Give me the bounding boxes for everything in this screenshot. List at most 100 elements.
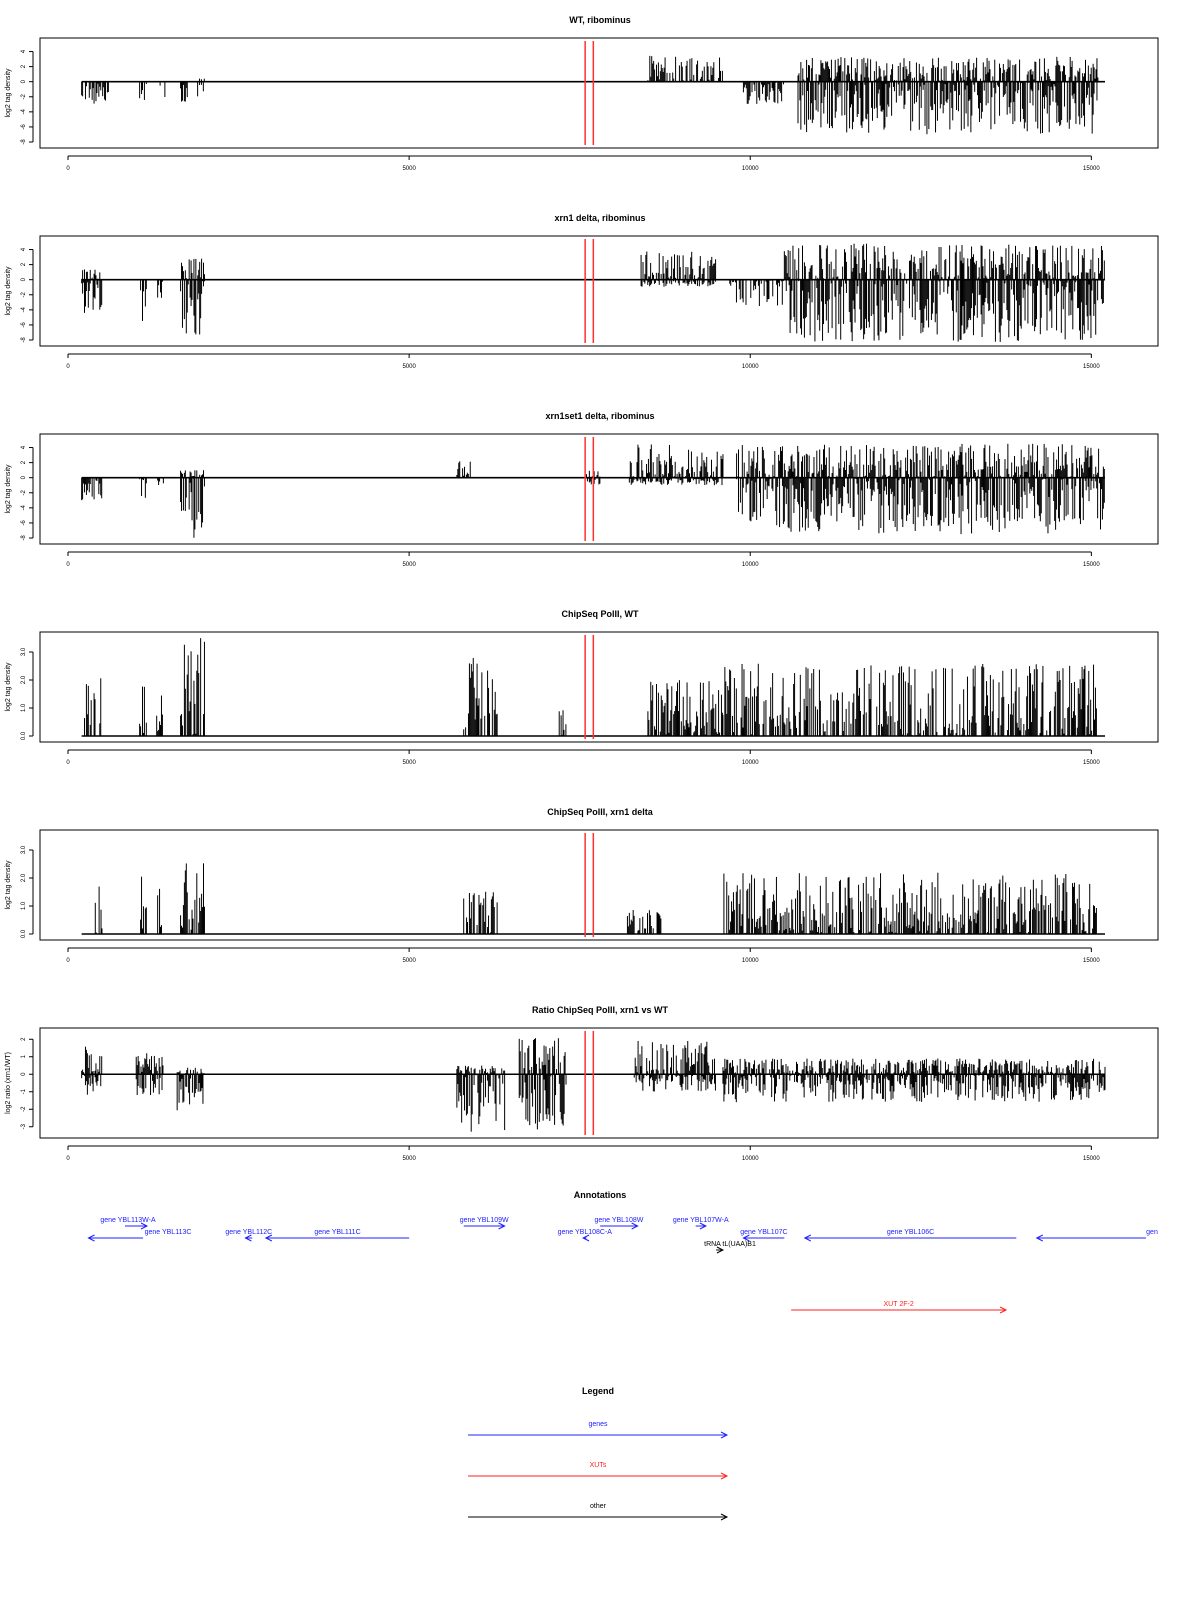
- y-tick-label: 3.0: [21, 845, 27, 854]
- x-tick-label: 5000: [402, 166, 416, 172]
- annotation-feature: gene YBL108W: [594, 1217, 644, 1230]
- x-tick-label: 5000: [402, 562, 416, 568]
- y-tick-label: -2: [21, 489, 27, 495]
- y-tick-label: 2.0: [21, 675, 27, 684]
- annotation-feature: gene YBL107C: [740, 1229, 788, 1242]
- feature-label: gene YBL107W-A: [673, 1217, 729, 1224]
- y-tick-label: 0.0: [21, 929, 27, 938]
- feature-label: gene YBL111C: [314, 1229, 360, 1236]
- arrow-head: [581, 1234, 590, 1242]
- y-tick-label: 4: [21, 445, 27, 449]
- x-tick-label: 15000: [1083, 562, 1100, 568]
- x-tick-label: 10000: [742, 364, 759, 370]
- y-tick-label: 2: [21, 460, 27, 464]
- y-tick-label: -6: [21, 322, 27, 328]
- annotation-feature: XUT 2F-2: [791, 1301, 1008, 1314]
- legend-label: other: [590, 1503, 607, 1510]
- legend: Legend genes XUTs other: [468, 1386, 729, 1521]
- y-tick-label: -2: [21, 291, 27, 297]
- annotations-title: Annotations: [574, 1190, 627, 1200]
- feature-label: gene YBL108C-A: [558, 1229, 613, 1236]
- chart-panel-5: ChipSeq PolII, xrn1 delta 0.0 1.0 2.0 3.0 log…: [5, 807, 1159, 964]
- x-tick-label: 15000: [1083, 760, 1100, 766]
- annotation-feature: gene YBL107W-A: [673, 1217, 729, 1230]
- plot-frame: [39, 37, 1159, 149]
- signal-bars: [81, 443, 1105, 538]
- chart-title: xrn1set1 delta, ribominus: [545, 411, 654, 421]
- arrow-head: [87, 1234, 95, 1242]
- x-tick-label: 15000: [1083, 364, 1100, 370]
- arrow-head: [244, 1234, 252, 1242]
- y-tick-label: 2: [21, 64, 27, 68]
- annotation-feature: gen: [1035, 1229, 1158, 1242]
- feature-label: tRNA tL(UAA)B1: [704, 1241, 756, 1248]
- annotation-feature: gene YBL112C: [225, 1229, 272, 1242]
- plot-frame: [39, 1027, 1159, 1139]
- plot-frame: [39, 433, 1159, 545]
- chart-panel-6: Ratio ChipSeq PolII, xrn1 vs WT -3 -2 -1 0 1 2…: [5, 1005, 1159, 1162]
- y-tick-label: -2: [21, 1106, 27, 1112]
- arrow-head: [803, 1234, 812, 1242]
- legend-item-other: other: [468, 1503, 729, 1521]
- feature-label: gene YBL112C: [225, 1229, 272, 1236]
- x-tick-label: 0: [66, 166, 70, 172]
- x-tick-label: 10000: [742, 1156, 759, 1162]
- y-tick-label: -8: [21, 139, 27, 145]
- y-tick-label: -4: [21, 505, 27, 511]
- x-tick-label: 0: [66, 1156, 70, 1162]
- x-tick-label: 0: [66, 958, 70, 964]
- feature-label: gene YBL107C: [740, 1229, 787, 1236]
- y-tick-label: -8: [21, 535, 27, 541]
- y-tick-label: 0: [21, 277, 27, 281]
- annotations-panel: Annotations gene YBL113W-A gene YBL113C gen…: [87, 1190, 1158, 1314]
- annotation-feature: tRNA tL(UAA)B1: [704, 1241, 756, 1254]
- arrow-head: [716, 1246, 725, 1254]
- y-tick-label: 1: [21, 1054, 27, 1058]
- plot-frame: [39, 235, 1159, 347]
- y-tick-label: 4: [21, 247, 27, 251]
- chart-title: Ratio ChipSeq PolII, xrn1 vs WT: [532, 1005, 669, 1015]
- arrow-head: [720, 1431, 729, 1439]
- x-tick-label: 15000: [1083, 958, 1100, 964]
- feature-label: gene YBL113C: [145, 1229, 192, 1236]
- y-tick-label: -2: [21, 93, 27, 99]
- arrow-head: [498, 1222, 506, 1230]
- y-tick-label: 2: [21, 262, 27, 266]
- legend-title: Legend: [582, 1386, 614, 1396]
- x-tick-label: 10000: [742, 760, 759, 766]
- chart-panel-1: WT, ribominus -8 -6 -4 -2 0 2 4 log2 tag density…: [5, 15, 1159, 172]
- plot-frame: [39, 829, 1159, 941]
- arrow-head: [631, 1222, 639, 1230]
- arrow-head: [999, 1306, 1008, 1314]
- annotation-feature: gene YBL106C: [803, 1229, 1017, 1242]
- y-tick-label: 1.0: [21, 901, 27, 910]
- arrow-head: [264, 1234, 273, 1242]
- y-tick-label: 3.0: [21, 647, 27, 656]
- chart-panel-3: xrn1set1 delta, ribominus -8 -6 -4 -2 0 2 4 log2…: [5, 411, 1159, 568]
- y-tick-label: 0: [21, 79, 27, 83]
- y-tick-label: 0: [21, 475, 27, 479]
- y-tick-label: 0.0: [21, 731, 27, 740]
- chart-title: WT, ribominus: [569, 15, 631, 25]
- y-tick-label: -4: [21, 307, 27, 313]
- feature-label: gene YBL108W: [594, 1217, 643, 1224]
- chart-title: ChipSeq PolII, xrn1 delta: [547, 807, 654, 817]
- chart-panel-4: ChipSeq PolII, WT 0.0 1.0 2.0 3.0 log2 tag de…: [5, 609, 1159, 766]
- y-tick-label: -6: [21, 520, 27, 526]
- chart-title: xrn1 delta, ribominus: [554, 213, 645, 223]
- feature-label: gene YBL106C: [887, 1229, 934, 1236]
- y-tick-label: -3: [21, 1123, 27, 1129]
- x-tick-label: 10000: [742, 166, 759, 172]
- y-tick-label: 2: [21, 1037, 27, 1041]
- legend-label: XUTs: [590, 1462, 607, 1469]
- y-axis-label: log2 tag density: [5, 68, 12, 118]
- y-tick-label: 2.0: [21, 873, 27, 882]
- y-tick-label: -6: [21, 124, 27, 130]
- x-tick-label: 5000: [402, 958, 416, 964]
- legend-item-xut: XUTs: [468, 1462, 729, 1480]
- y-tick-label: 0: [21, 1072, 27, 1076]
- arrow-head: [699, 1222, 708, 1230]
- arrow-head: [140, 1222, 149, 1230]
- feature-label: gene YBL109W: [460, 1217, 509, 1224]
